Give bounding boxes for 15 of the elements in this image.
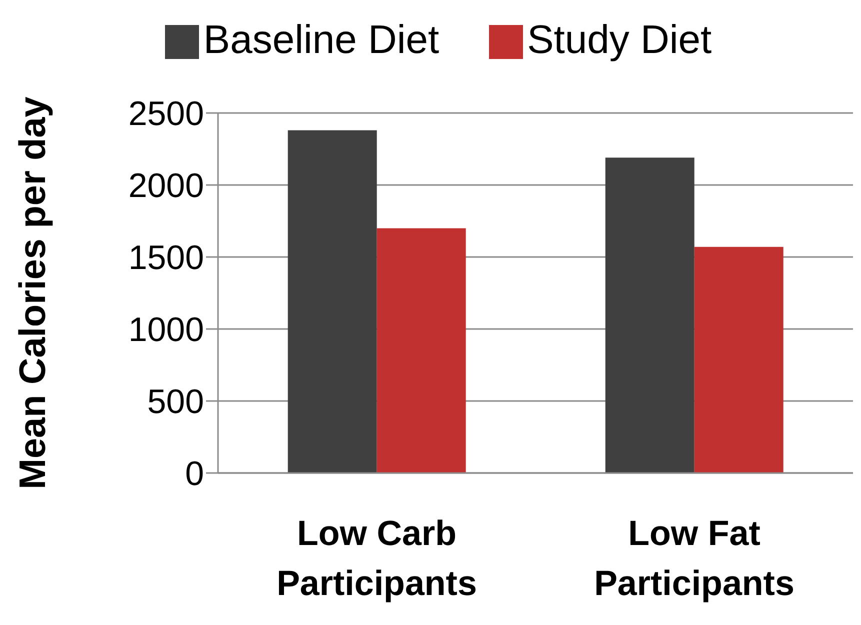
y-tick-label: 2000 bbox=[128, 167, 204, 206]
y-tick-label: 2500 bbox=[128, 95, 204, 134]
legend-label: Baseline Diet bbox=[203, 18, 440, 62]
bar bbox=[605, 158, 694, 473]
bar bbox=[694, 246, 784, 473]
y-tick-label: 500 bbox=[147, 383, 204, 422]
x-tick-label: Low Fat Participants bbox=[594, 514, 794, 603]
bar bbox=[376, 228, 466, 473]
legend-label: Study Diet bbox=[527, 18, 712, 62]
y-tick-label: 0 bbox=[185, 455, 204, 494]
y-tick-label: 1500 bbox=[128, 239, 204, 278]
y-tick-label: 1000 bbox=[128, 311, 204, 350]
y-axis-title: Mean Calories per day bbox=[12, 96, 54, 490]
x-tick-label: Low Carb Participants bbox=[276, 514, 477, 603]
bar bbox=[288, 130, 377, 473]
